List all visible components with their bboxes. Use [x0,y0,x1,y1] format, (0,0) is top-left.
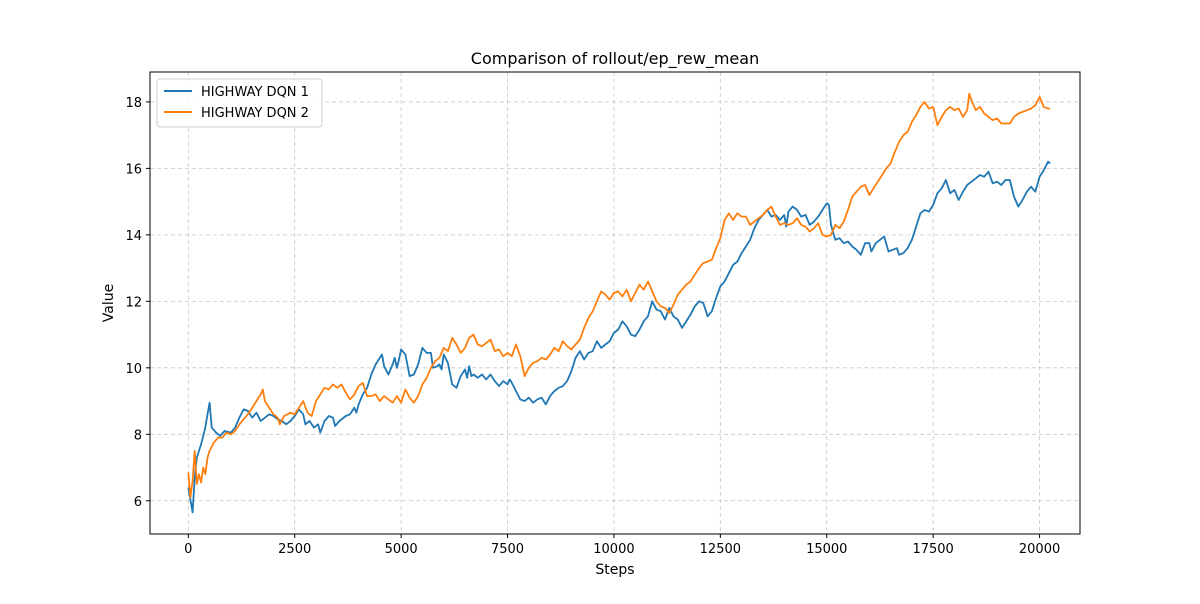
x-tick-label: 12500 [700,542,741,557]
x-axis-label: Steps [595,562,634,578]
y-tick-label: 6 [134,495,142,510]
x-tick-label: 5000 [385,542,418,557]
y-axis-label: Value [101,284,117,322]
y-tick-label: 12 [125,295,142,310]
y-axis-ticks: 6 8 10 12 14 16 18 [125,96,150,510]
x-tick-label: 17500 [912,542,953,557]
x-tick-label: 10000 [593,542,634,557]
y-tick-label: 18 [125,96,142,111]
legend-label-series-2: HIGHWAY DQN 2 [201,106,309,121]
grid [150,72,1080,534]
y-tick-label: 10 [125,362,142,377]
series-line-2 [187,92,1051,499]
legend: HIGHWAY DQN 1 HIGHWAY DQN 2 [156,78,323,128]
chart-title: Comparison of rollout/ep_rew_mean [471,49,759,69]
y-tick-label: 16 [125,162,142,177]
legend-label-series-1: HIGHWAY DQN 1 [201,85,309,100]
series-line-1 [187,160,1051,514]
x-tick-label: 7500 [491,542,524,557]
x-tick-label: 0 [184,542,192,557]
x-tick-label: 20000 [1019,542,1060,557]
x-axis-ticks: 0 2500 5000 7500 10000 12500 15000 17500 20000 [184,534,1060,557]
x-tick-label: 15000 [806,542,847,557]
x-tick-label: 2500 [278,542,311,557]
y-tick-label: 14 [125,229,142,244]
legend-box [156,78,323,128]
plot-frame [149,71,1081,535]
y-tick-label: 8 [134,428,142,443]
series-lines [187,92,1051,514]
